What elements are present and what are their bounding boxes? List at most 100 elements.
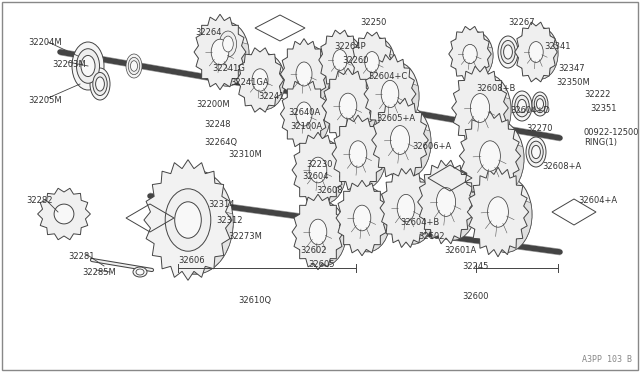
Ellipse shape xyxy=(309,219,327,245)
Ellipse shape xyxy=(391,176,435,244)
Polygon shape xyxy=(284,105,330,146)
Ellipse shape xyxy=(336,121,380,187)
Ellipse shape xyxy=(375,62,419,130)
Polygon shape xyxy=(452,66,508,150)
Text: A3PP 103 B: A3PP 103 B xyxy=(582,355,632,364)
Text: 32264P: 32264P xyxy=(334,42,365,51)
Ellipse shape xyxy=(322,34,358,86)
Ellipse shape xyxy=(296,102,312,126)
Polygon shape xyxy=(292,194,344,270)
Ellipse shape xyxy=(126,54,142,78)
Ellipse shape xyxy=(463,44,477,64)
Ellipse shape xyxy=(302,140,346,204)
Ellipse shape xyxy=(472,174,524,250)
Polygon shape xyxy=(144,160,232,280)
Text: 32350M: 32350M xyxy=(556,78,589,87)
Text: 32608+A: 32608+A xyxy=(542,162,581,171)
Ellipse shape xyxy=(302,202,346,266)
Text: 32601A: 32601A xyxy=(444,246,476,255)
Ellipse shape xyxy=(359,38,395,90)
Text: 32200M: 32200M xyxy=(196,100,230,109)
Polygon shape xyxy=(467,167,529,257)
Ellipse shape xyxy=(128,57,140,75)
Ellipse shape xyxy=(384,174,428,242)
Polygon shape xyxy=(336,144,386,189)
Ellipse shape xyxy=(81,55,95,77)
Ellipse shape xyxy=(220,31,237,57)
Text: 32610Q: 32610Q xyxy=(238,296,271,305)
Polygon shape xyxy=(280,39,328,109)
Text: 32205M: 32205M xyxy=(28,96,61,105)
Text: 32604+D: 32604+D xyxy=(510,106,550,115)
Ellipse shape xyxy=(175,202,202,238)
Text: 32605+A: 32605+A xyxy=(376,114,415,123)
Polygon shape xyxy=(292,132,344,208)
Ellipse shape xyxy=(463,74,511,146)
Ellipse shape xyxy=(240,52,280,108)
Ellipse shape xyxy=(216,26,240,62)
Polygon shape xyxy=(340,208,390,251)
Ellipse shape xyxy=(534,95,546,113)
Text: 32204M: 32204M xyxy=(28,38,61,47)
Text: 32241GA: 32241GA xyxy=(230,78,269,87)
Ellipse shape xyxy=(529,141,543,163)
Text: 32602: 32602 xyxy=(300,246,326,255)
Polygon shape xyxy=(460,111,521,201)
Ellipse shape xyxy=(470,94,490,122)
Polygon shape xyxy=(198,42,249,86)
Ellipse shape xyxy=(529,42,543,62)
Text: 32267: 32267 xyxy=(508,18,534,27)
Ellipse shape xyxy=(157,170,233,274)
Text: 00922-12500: 00922-12500 xyxy=(584,128,639,137)
Text: 32241: 32241 xyxy=(258,92,284,101)
Ellipse shape xyxy=(498,36,518,68)
Ellipse shape xyxy=(365,52,380,73)
Ellipse shape xyxy=(223,36,234,52)
Text: 32248: 32248 xyxy=(204,120,230,129)
Text: 32606: 32606 xyxy=(178,256,205,265)
Ellipse shape xyxy=(77,49,100,83)
Text: 32604+A: 32604+A xyxy=(578,196,617,205)
Ellipse shape xyxy=(383,106,431,178)
Ellipse shape xyxy=(133,267,147,277)
Text: 32241G: 32241G xyxy=(212,64,245,73)
Text: 32230: 32230 xyxy=(306,160,333,169)
Text: 32260: 32260 xyxy=(342,56,369,65)
Ellipse shape xyxy=(245,54,285,109)
Polygon shape xyxy=(449,26,492,81)
Text: 32250: 32250 xyxy=(360,18,387,27)
Polygon shape xyxy=(464,144,524,196)
Ellipse shape xyxy=(309,157,327,183)
Polygon shape xyxy=(380,169,432,247)
Polygon shape xyxy=(376,129,431,178)
Polygon shape xyxy=(326,96,377,140)
Ellipse shape xyxy=(290,46,330,106)
Ellipse shape xyxy=(342,123,386,189)
Ellipse shape xyxy=(526,137,546,167)
Ellipse shape xyxy=(284,84,324,144)
Ellipse shape xyxy=(472,121,524,196)
Ellipse shape xyxy=(296,138,340,202)
Text: 32282: 32282 xyxy=(26,196,52,205)
Polygon shape xyxy=(322,52,363,87)
Polygon shape xyxy=(296,160,346,203)
Ellipse shape xyxy=(95,77,104,91)
Text: RING(1): RING(1) xyxy=(584,138,617,147)
Text: 32351: 32351 xyxy=(590,104,616,113)
Ellipse shape xyxy=(512,91,532,121)
Ellipse shape xyxy=(349,141,367,167)
Polygon shape xyxy=(515,22,557,82)
Polygon shape xyxy=(332,115,384,193)
Ellipse shape xyxy=(464,118,516,194)
Text: 32100A: 32100A xyxy=(290,122,322,131)
Polygon shape xyxy=(384,198,435,244)
Ellipse shape xyxy=(457,32,493,80)
Polygon shape xyxy=(319,30,361,90)
Ellipse shape xyxy=(211,39,229,65)
Text: 32245: 32245 xyxy=(462,262,488,271)
Text: 32222: 32222 xyxy=(584,90,611,99)
Ellipse shape xyxy=(422,166,470,238)
Polygon shape xyxy=(354,54,395,89)
Polygon shape xyxy=(280,78,328,150)
Polygon shape xyxy=(240,71,285,109)
